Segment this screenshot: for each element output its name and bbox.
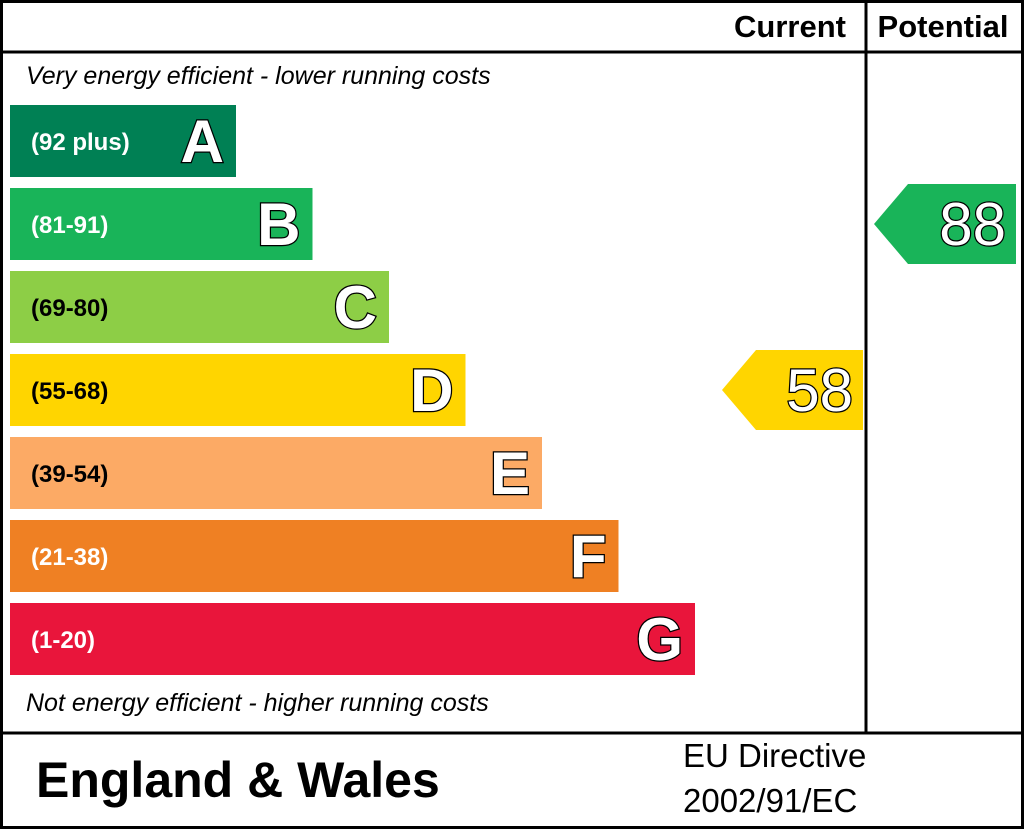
rating-indicators: 58 88 (722, 184, 1016, 430)
potential-rating: 88 (874, 184, 1016, 264)
band-g-letter: G (636, 606, 683, 673)
band-f-range: (21-38) (31, 544, 108, 571)
rating-bands: (92 plus) A (81-91) B (69-80) C (55-68) D (39-54… (10, 105, 695, 675)
band-e-range: (39-54) (31, 461, 108, 488)
band-c: (69-80) C (10, 271, 389, 343)
band-f-letter: F (570, 523, 607, 590)
band-g-range: (1-20) (31, 627, 95, 654)
band-g: (1-20) G (10, 603, 695, 675)
band-a-bar (10, 105, 236, 177)
band-d: (55-68) D (10, 354, 466, 426)
band-g-bar (10, 603, 695, 675)
band-b-range: (81-91) (31, 212, 108, 239)
inefficient-note: Not energy efficient - higher running co… (26, 689, 489, 717)
band-d-range: (55-68) (31, 378, 108, 405)
band-e-bar (10, 437, 542, 509)
potential-rating-value: 88 (939, 191, 1006, 258)
band-a-range: (92 plus) (31, 129, 130, 156)
band-d-bar (10, 354, 466, 426)
directive-line-1: EU Directive (683, 737, 866, 774)
band-b-letter: B (257, 191, 300, 258)
directive-line-2: 2002/91/EC (683, 782, 857, 819)
efficient-note: Very energy efficient - lower running co… (26, 62, 491, 90)
band-b-bar (10, 188, 313, 260)
band-c-bar (10, 271, 389, 343)
current-header: Current (734, 9, 846, 44)
band-d-letter: D (410, 357, 453, 424)
region-title: England & Wales (36, 752, 440, 808)
current-rating-arrow (722, 350, 863, 430)
potential-header: Potential (878, 9, 1009, 44)
current-rating-value: 58 (786, 357, 853, 424)
band-a: (92 plus) A (10, 105, 236, 177)
band-a-letter: A (181, 108, 224, 175)
band-f-bar (10, 520, 619, 592)
band-e-letter: E (490, 440, 530, 507)
band-e: (39-54) E (10, 437, 542, 509)
band-c-range: (69-80) (31, 295, 108, 322)
band-c-letter: C (334, 274, 377, 341)
band-f: (21-38) F (10, 520, 619, 592)
potential-rating-arrow (874, 184, 1016, 264)
current-rating: 58 (722, 350, 863, 430)
band-b: (81-91) B (10, 188, 313, 260)
